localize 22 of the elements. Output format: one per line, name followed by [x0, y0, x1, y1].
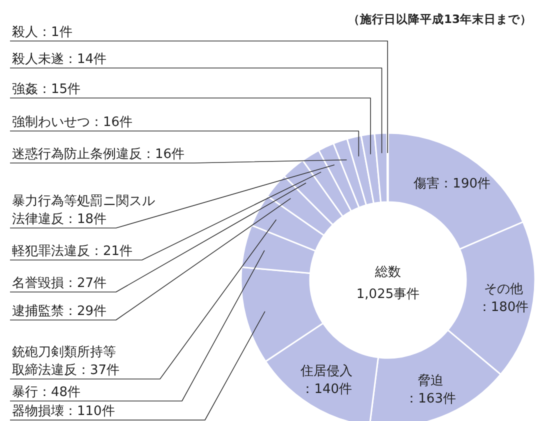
- slice-label: 脅迫: [418, 373, 444, 388]
- slice-label: 強制わいせつ：16件: [12, 115, 133, 130]
- slice-label: 名誉毀損：27件: [12, 276, 107, 291]
- data-label: ：140件: [301, 382, 352, 398]
- chart-subtitle: （施行日以降平成13年末日まで）: [348, 12, 532, 26]
- slice-label: 強姦：15件: [12, 82, 81, 97]
- slice-label: その他: [484, 282, 523, 297]
- slice-label: 逮捕監禁：29件: [12, 304, 107, 319]
- slice-label: 殺人未遂：14件: [12, 52, 107, 67]
- data-label: ：180件: [478, 300, 529, 315]
- slice-label: 銃砲刀剣類所持等取締法違反：37件: [12, 345, 120, 378]
- slice-label: 器物損壊：110件: [12, 404, 115, 419]
- slice-label: 暴力行為等処罰ニ関スル法律違反：18件: [12, 194, 155, 227]
- slice-label: 殺人：1件: [12, 25, 72, 40]
- slice-label: 住居侵入: [300, 364, 353, 380]
- text: 総数: [374, 265, 401, 280]
- slice-label: 迷惑行為防止条例違反：16件: [12, 147, 185, 162]
- data-label: ：163件: [405, 391, 456, 406]
- slice-label: 暴行：48件: [12, 385, 81, 400]
- slice-label: 傷害：190件: [412, 176, 490, 192]
- text: 1,025事件: [356, 287, 420, 302]
- slice-label: 軽犯罪法違反：21件: [12, 244, 133, 259]
